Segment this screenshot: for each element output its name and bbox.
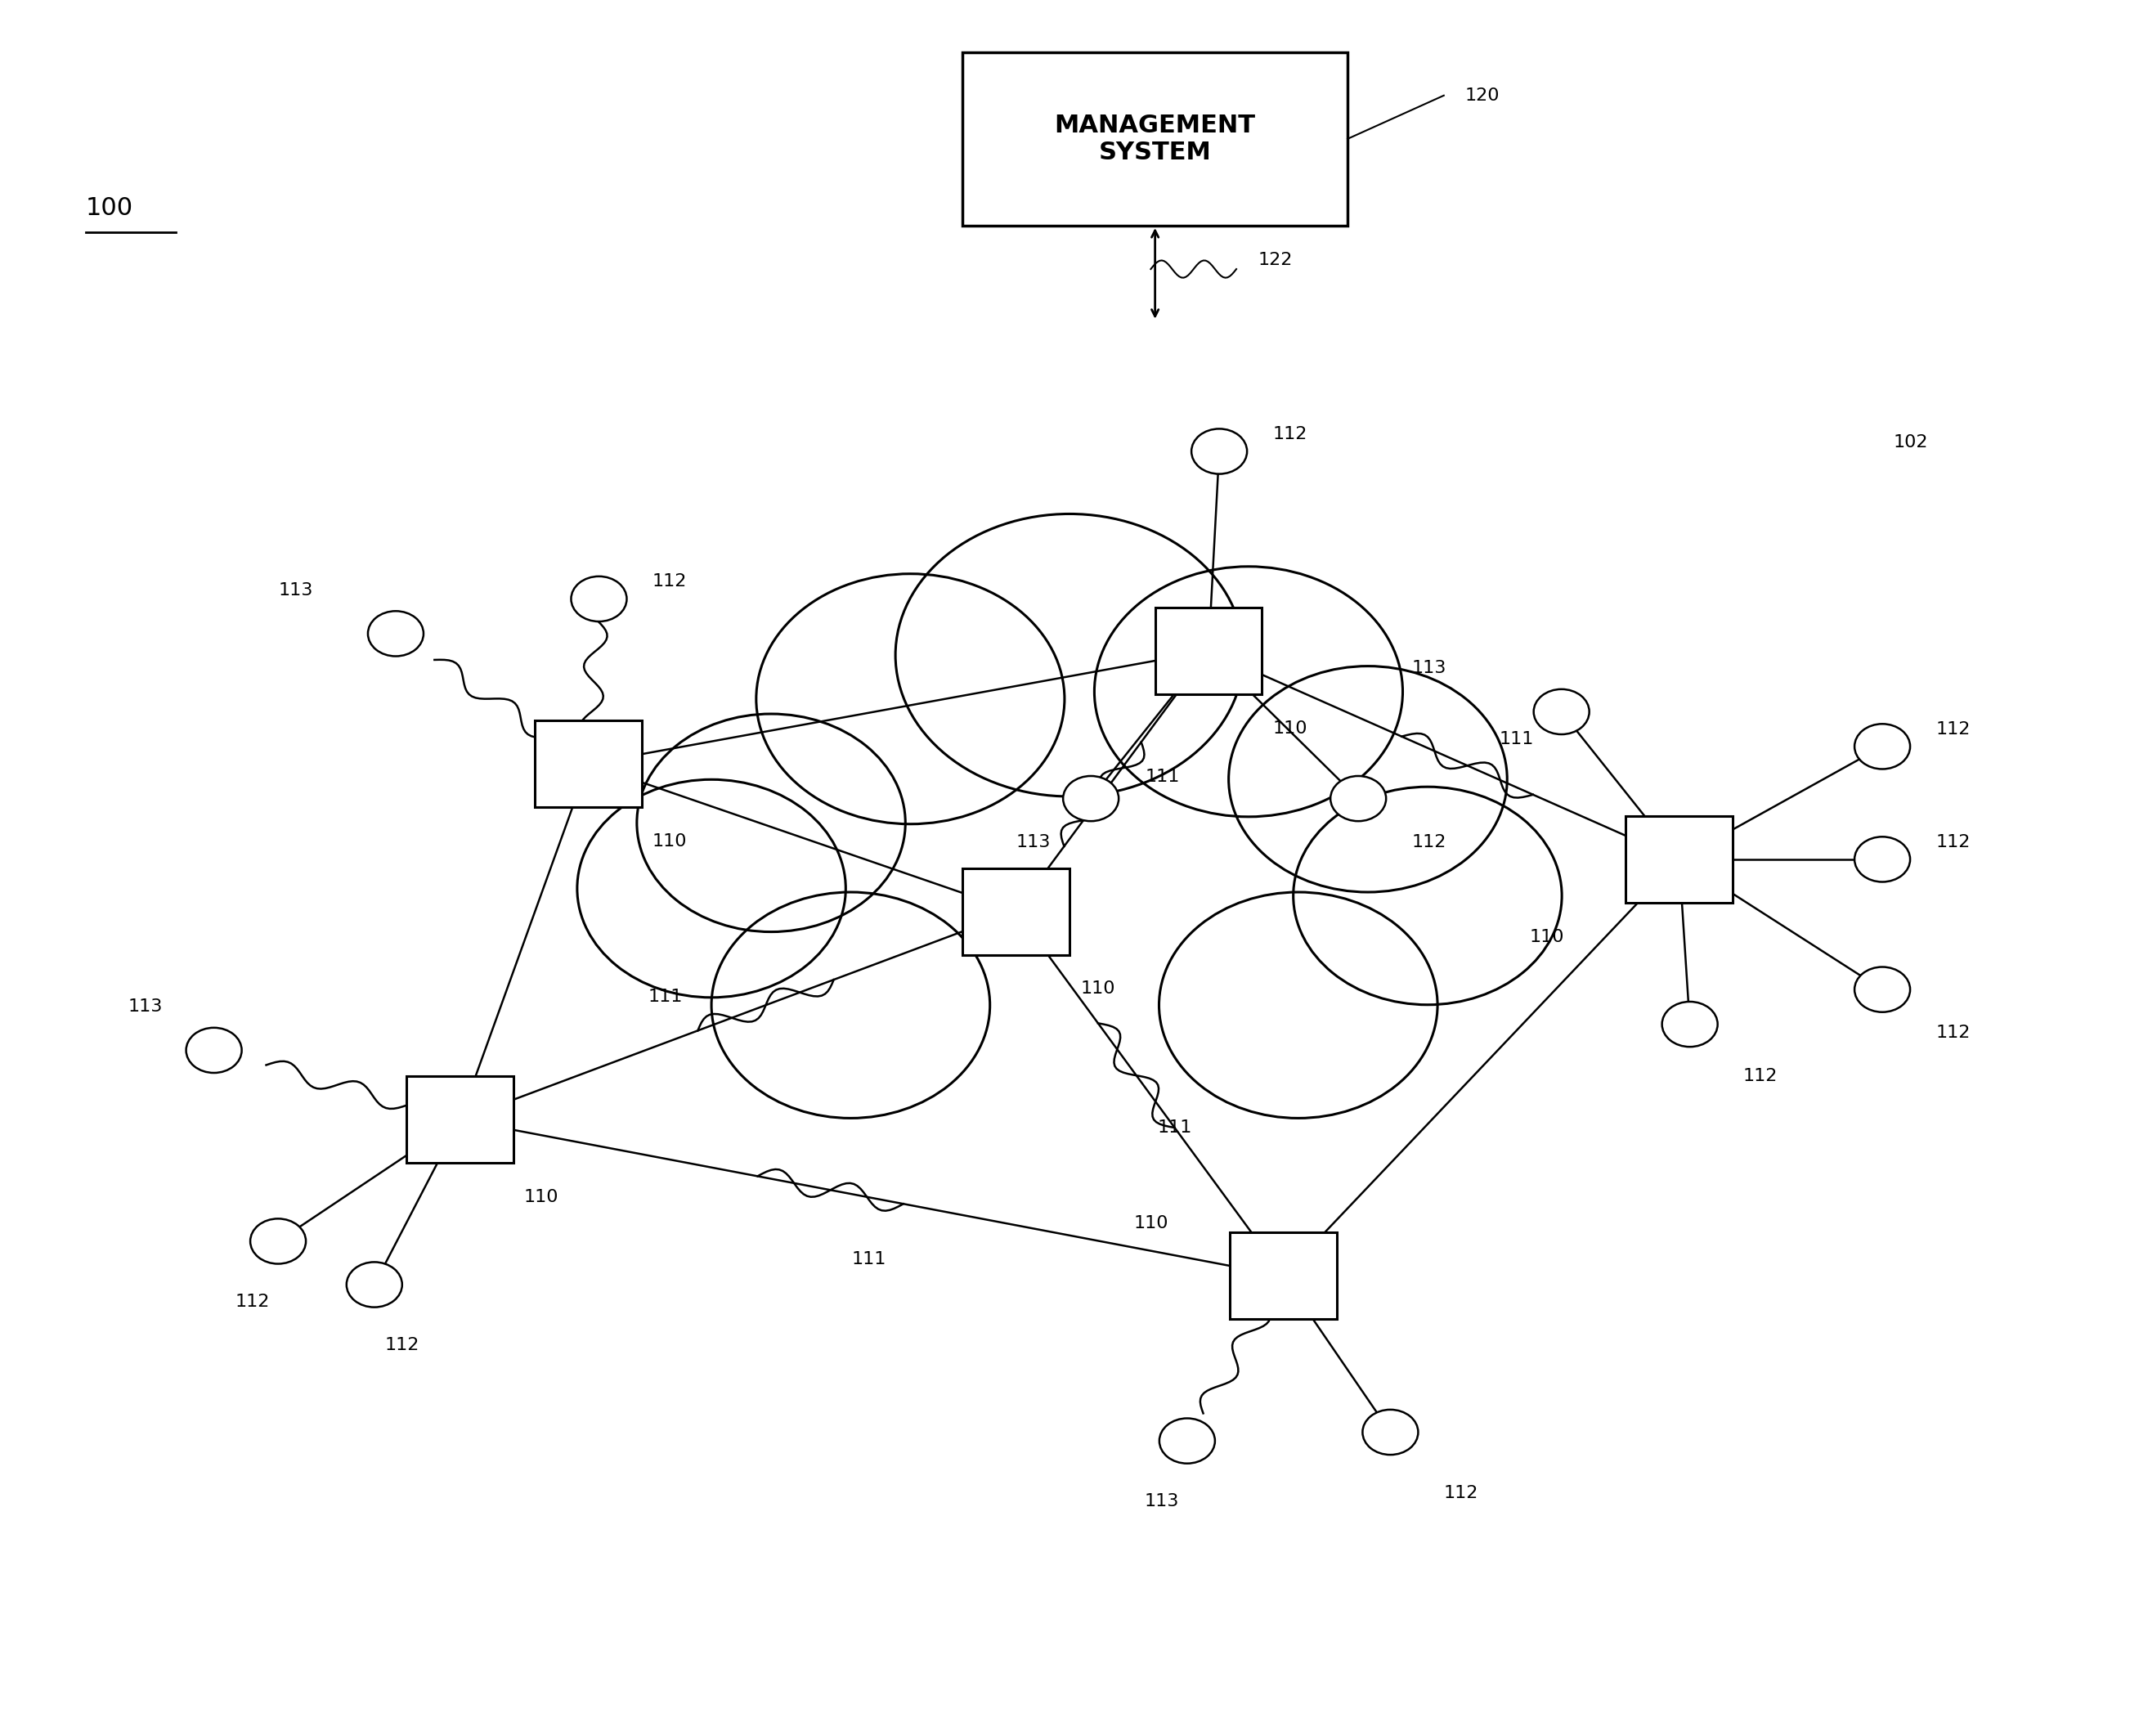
Text: 110: 110 [1134, 1215, 1168, 1231]
Text: MANAGEMENT
SYSTEM: MANAGEMENT SYSTEM [1055, 113, 1256, 165]
Circle shape [1294, 786, 1561, 1005]
Text: 110: 110 [1273, 720, 1307, 736]
Circle shape [1855, 837, 1910, 882]
FancyBboxPatch shape [535, 720, 642, 807]
Text: 112: 112 [1273, 425, 1307, 443]
Text: 112: 112 [652, 573, 687, 590]
FancyBboxPatch shape [1230, 1233, 1337, 1319]
Circle shape [368, 611, 424, 656]
FancyBboxPatch shape [406, 1076, 513, 1163]
Circle shape [1534, 689, 1589, 734]
Circle shape [751, 601, 1388, 1118]
Text: 111: 111 [648, 988, 682, 1005]
Circle shape [757, 575, 1065, 825]
Circle shape [1159, 892, 1437, 1118]
Text: 113: 113 [1016, 833, 1050, 851]
Text: 102: 102 [1893, 434, 1927, 451]
Text: 112: 112 [1936, 720, 1970, 738]
Text: 112: 112 [1936, 833, 1970, 851]
Text: 113: 113 [128, 998, 163, 1016]
Circle shape [637, 713, 905, 932]
Text: 110: 110 [1080, 981, 1114, 996]
Text: 111: 111 [1499, 731, 1534, 748]
Text: 111: 111 [1157, 1120, 1191, 1135]
Circle shape [896, 514, 1243, 797]
Text: 122: 122 [1258, 252, 1292, 269]
Circle shape [571, 576, 627, 621]
Circle shape [1159, 1418, 1215, 1463]
Circle shape [578, 779, 845, 998]
Text: 110: 110 [652, 833, 687, 849]
Circle shape [1330, 776, 1386, 821]
Text: 112: 112 [385, 1337, 419, 1354]
Circle shape [1363, 1410, 1418, 1455]
Text: 112: 112 [235, 1293, 270, 1311]
FancyBboxPatch shape [1155, 608, 1262, 694]
Circle shape [1191, 429, 1247, 474]
FancyBboxPatch shape [963, 868, 1070, 955]
Circle shape [347, 1262, 402, 1307]
Text: 112: 112 [1444, 1484, 1478, 1502]
Text: 110: 110 [524, 1189, 558, 1205]
Text: 113: 113 [278, 582, 312, 599]
Circle shape [1855, 967, 1910, 1012]
Circle shape [1855, 724, 1910, 769]
Circle shape [712, 892, 990, 1118]
Circle shape [250, 1219, 306, 1264]
Circle shape [1063, 776, 1119, 821]
Circle shape [1228, 667, 1508, 892]
Text: 111: 111 [1147, 769, 1181, 785]
Text: 111: 111 [851, 1252, 886, 1267]
FancyBboxPatch shape [1626, 816, 1733, 903]
Text: 113: 113 [1412, 660, 1446, 677]
Circle shape [1095, 566, 1403, 816]
Circle shape [186, 1028, 242, 1073]
FancyBboxPatch shape [963, 52, 1348, 226]
Text: 100: 100 [86, 196, 133, 220]
Circle shape [1662, 1002, 1718, 1047]
Text: 112: 112 [1936, 1024, 1970, 1042]
Text: 113: 113 [1144, 1493, 1179, 1510]
Text: 120: 120 [1465, 87, 1499, 104]
Text: 110: 110 [1529, 929, 1564, 944]
Text: 112: 112 [1743, 1068, 1778, 1085]
Text: 112: 112 [1412, 833, 1446, 851]
